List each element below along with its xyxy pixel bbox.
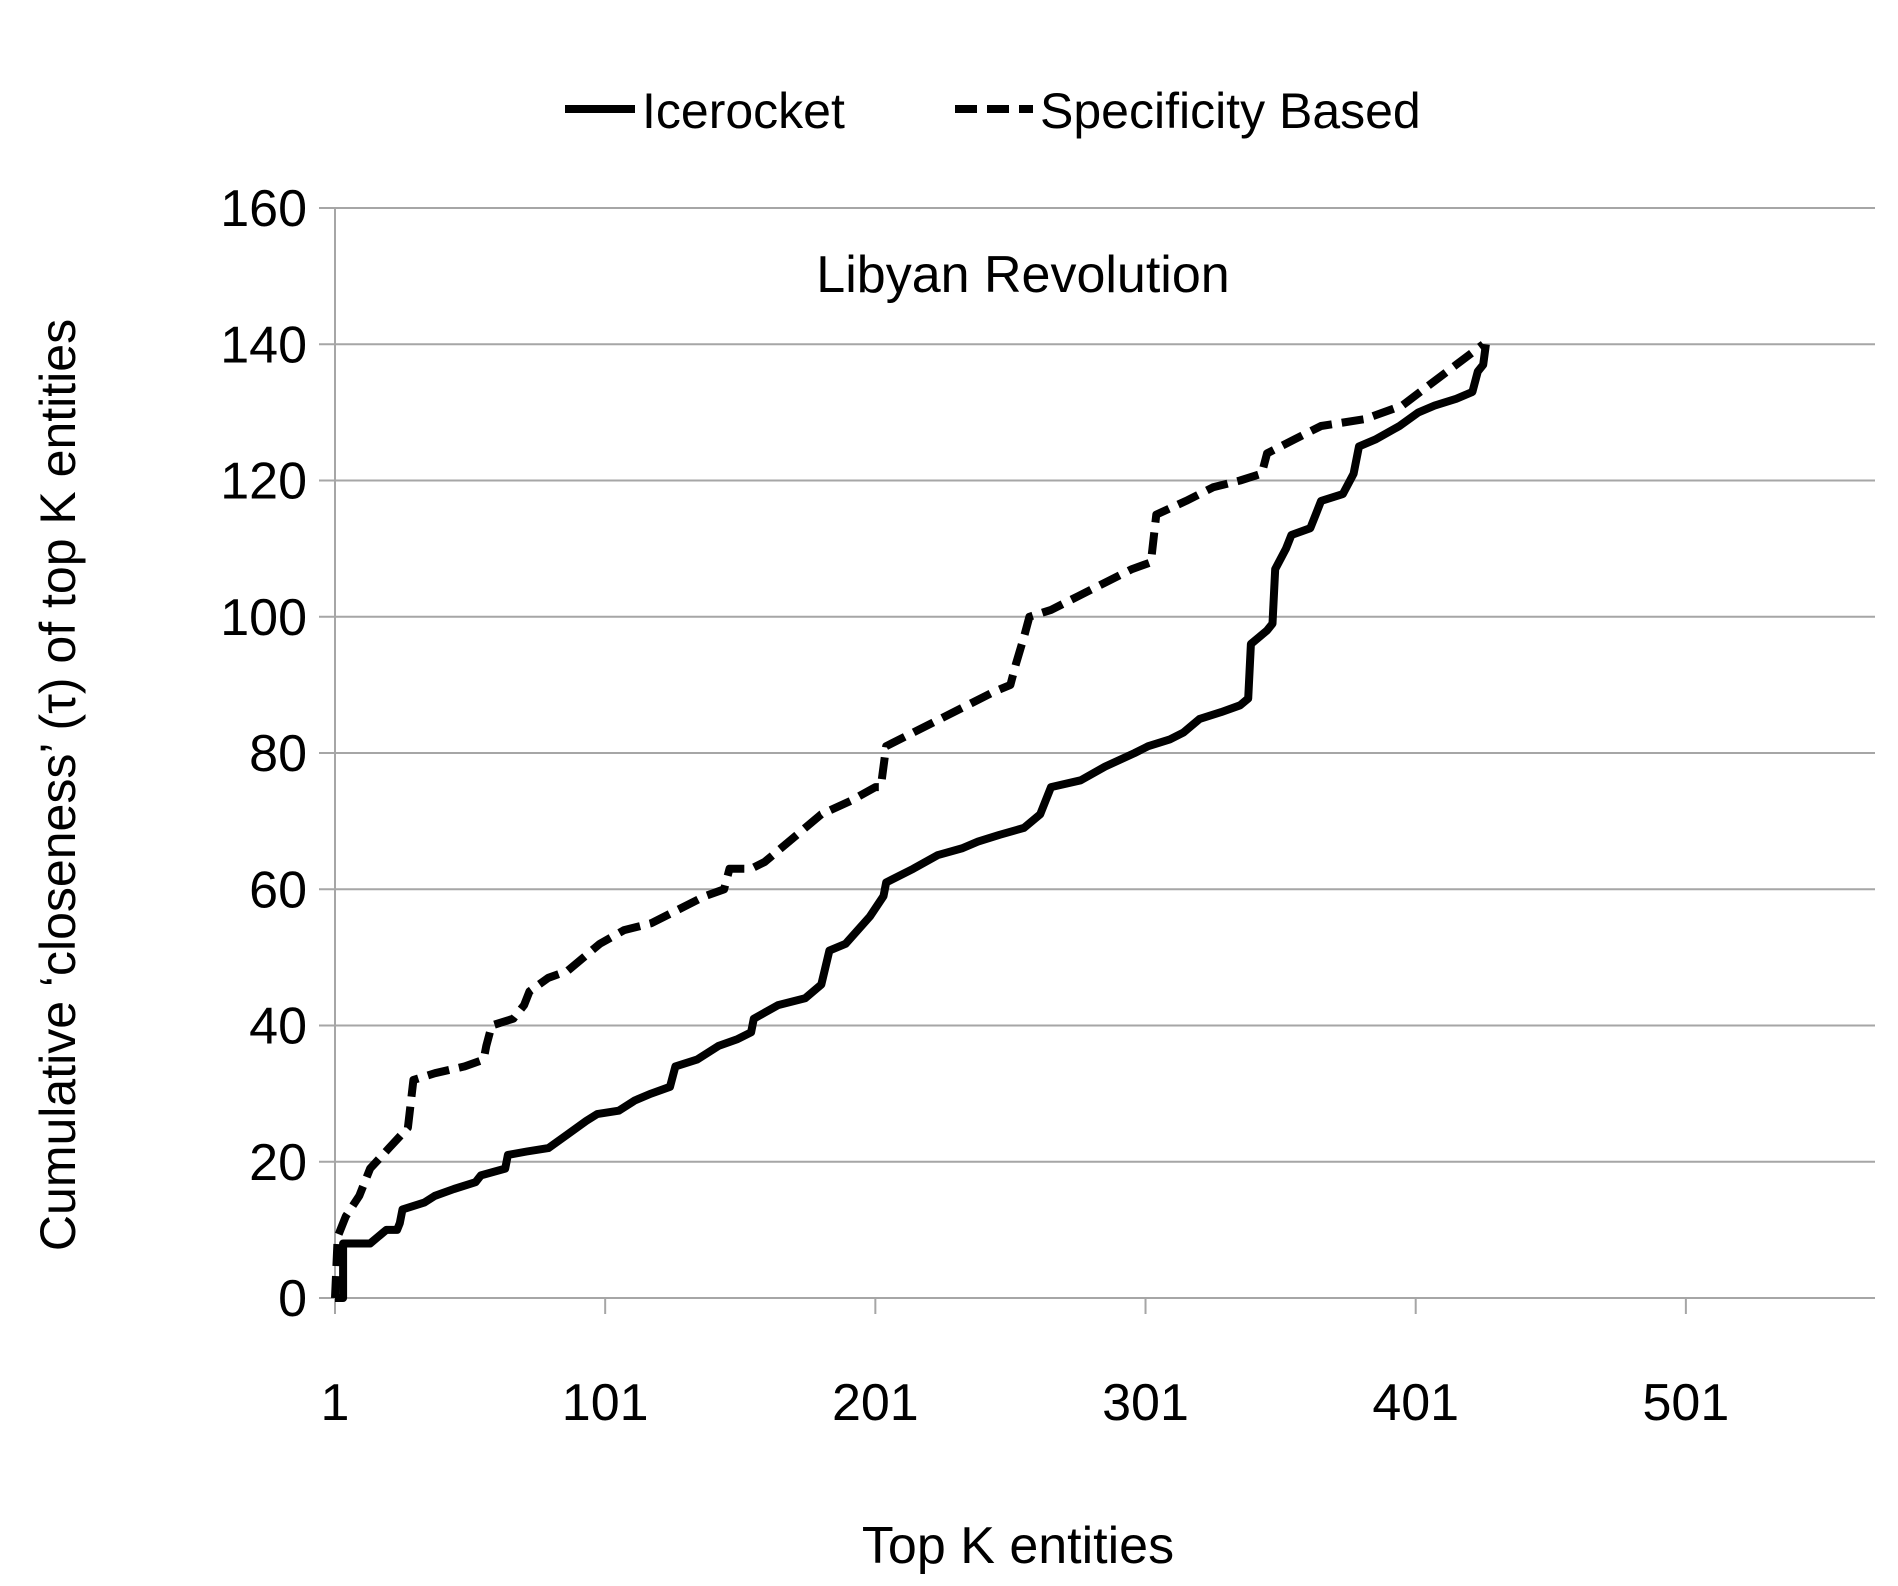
x-axis-label: Top K entities: [862, 1517, 1174, 1575]
series-line-specificity-based: [331, 341, 1486, 1299]
x-tick-label: 101: [562, 1374, 649, 1432]
axes: 0 20 40 60 80 100 120 140 160 1 101 201 301 401 501: [220, 180, 1875, 1432]
legend-label-specificity-based: Specificity Based: [1040, 83, 1421, 139]
y-tick-label: 0: [278, 1270, 307, 1328]
y-tick-label: 120: [220, 453, 307, 511]
series-lines: [331, 341, 1490, 1302]
legend: Icerocket Specificity Based: [565, 83, 1421, 139]
series-line-icerocket: [335, 343, 1490, 1302]
x-tick-label: 301: [1102, 1374, 1189, 1432]
y-tick-label: 80: [249, 725, 307, 783]
y-tick-label: 40: [249, 998, 307, 1056]
gridlines: [335, 207, 1875, 1163]
y-tick-label: 160: [220, 180, 307, 238]
y-tick-label: 20: [249, 1134, 307, 1192]
x-tick-label: 1: [321, 1374, 350, 1432]
y-tick-label: 60: [249, 861, 307, 919]
y-tick-label: 100: [220, 589, 307, 647]
chart-title: Libyan Revolution: [816, 246, 1229, 304]
y-axis-label: Cumulative ‘closeness’ (τ) of top K enti…: [30, 319, 86, 1251]
x-tick-label: 201: [832, 1374, 919, 1432]
y-tick-label: 140: [220, 316, 307, 374]
legend-label-icerocket: Icerocket: [642, 83, 845, 139]
x-tick-label: 401: [1372, 1374, 1459, 1432]
x-tick-label: 501: [1642, 1374, 1729, 1432]
